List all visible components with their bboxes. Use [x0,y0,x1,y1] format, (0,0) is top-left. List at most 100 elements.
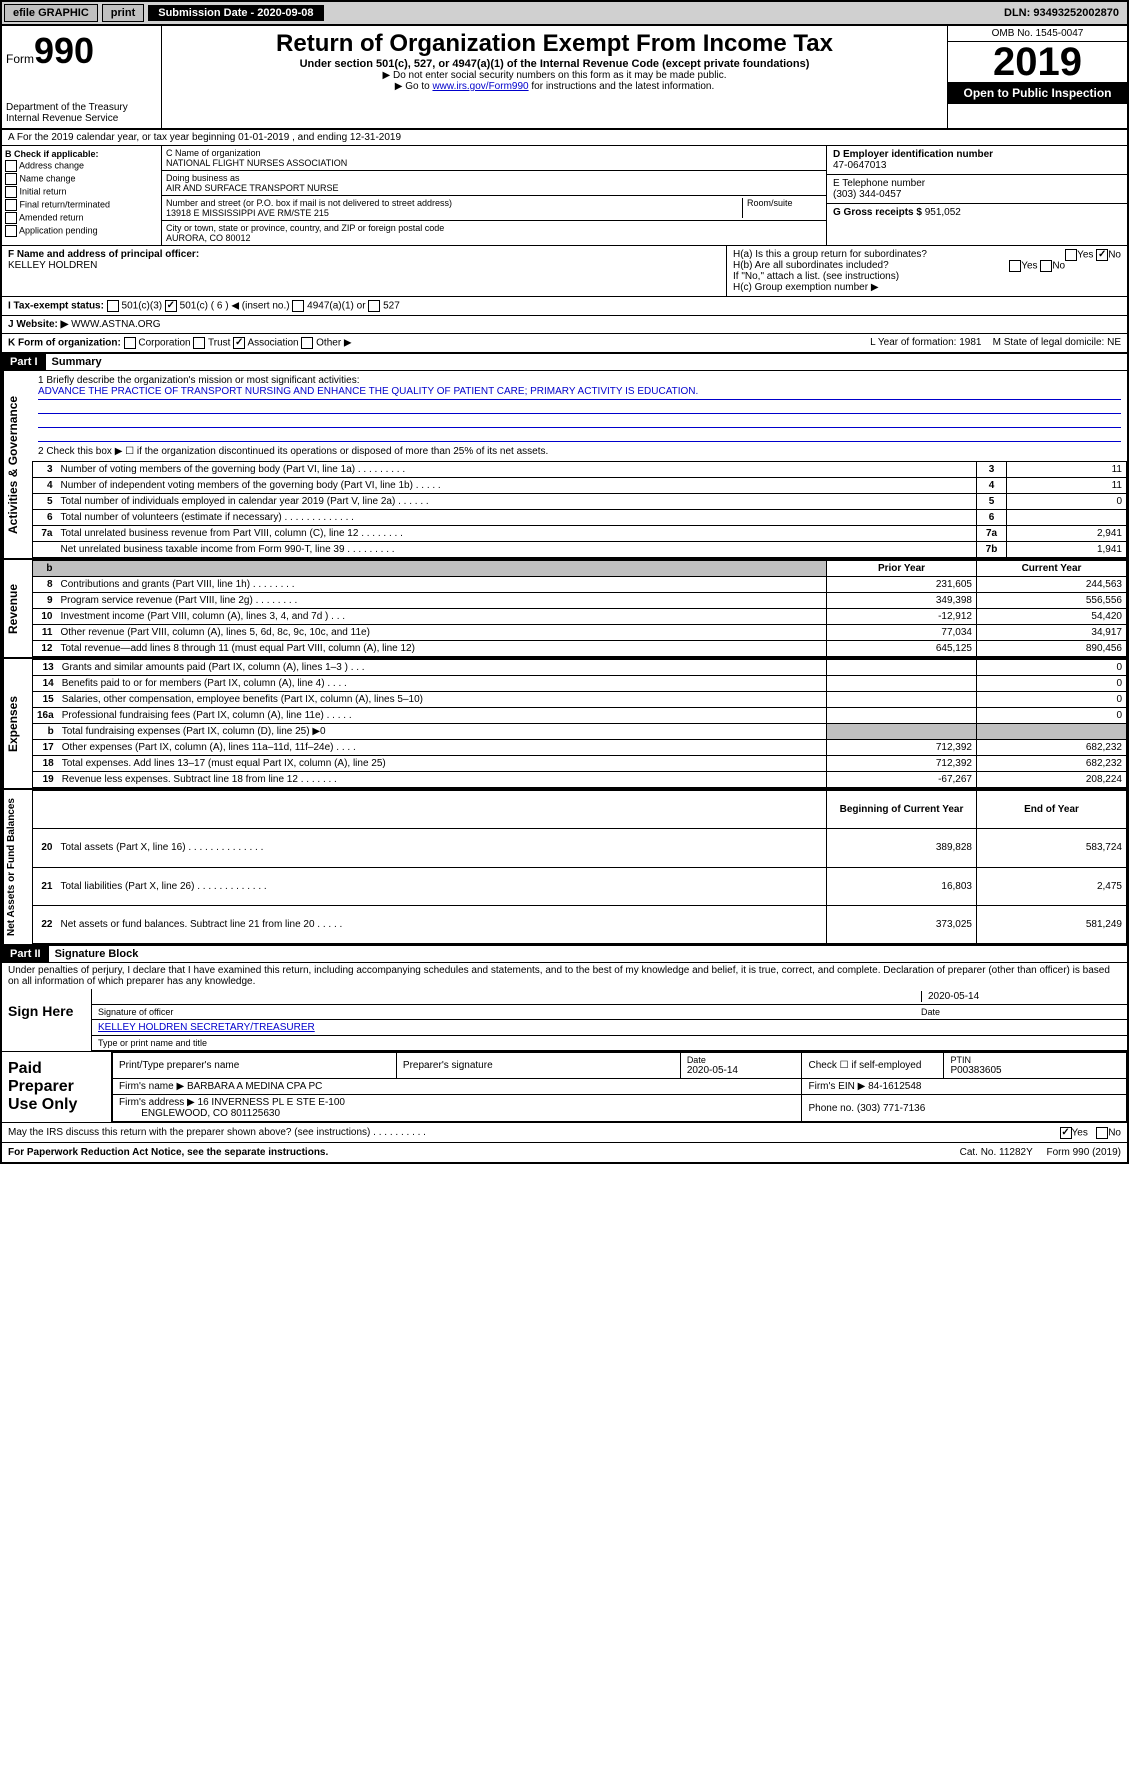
form-number: 990 [34,30,94,71]
officer-sig-name: KELLEY HOLDREN SECRETARY/TREASURER [98,1022,315,1033]
prep-sig-label: Preparer's signature [396,1053,680,1079]
row-h: H(a) Is this a group return for subordin… [727,246,1127,296]
chk-pending[interactable]: Application pending [5,225,158,237]
gross-label: G Gross receipts $ [833,207,922,218]
year-formation: L Year of formation: 1981 [870,337,981,348]
tab-netassets: Net Assets or Fund Balances [2,790,32,944]
governance-table: 3Number of voting members of the governi… [32,461,1127,558]
org-name: NATIONAL FLIGHT NURSES ASSOCIATION [166,158,822,168]
perjury-text: Under penalties of perjury, I declare th… [2,963,1127,989]
website-label: J Website: ▶ [8,319,68,330]
top-bar: efile GRAPHIC print Submission Date - 20… [2,2,1127,26]
ha-label: H(a) Is this a group return for subordin… [733,249,927,260]
print-button[interactable]: print [102,4,144,22]
note-ssn: ▶ Do not enter social security numbers o… [166,70,943,81]
col-c-org: C Name of organizationNATIONAL FLIGHT NU… [162,146,827,245]
row-j: J Website: ▶ WWW.ASTNA.ORG [2,316,1127,334]
opt-501c3: 501(c)(3) [122,301,163,312]
tax-year: 2019 [948,42,1127,82]
sign-here-label: Sign Here [2,989,92,1051]
submission-date: Submission Date - 2020-09-08 [148,5,323,21]
chk-final[interactable]: Final return/terminated [5,199,158,211]
firm-phone-label: Phone no. [808,1103,854,1114]
sig-date: 2020-05-14 [928,991,979,1002]
part1-title: Summary [46,354,108,370]
opt-corp: Corporation [138,338,190,349]
opt-trust: Trust [208,338,230,349]
header-right: OMB No. 1545-0047 2019 Open to Public In… [947,26,1127,128]
col-d: D Employer identification number47-06470… [827,146,1127,245]
row-i: I Tax-exempt status: 501(c)(3) 501(c) ( … [2,297,1127,316]
firm-name-label: Firm's name ▶ [119,1081,184,1092]
opt-other: Other ▶ [316,338,351,349]
hb-note: If "No," attach a list. (see instruction… [733,271,1121,282]
gross-value: 951,052 [925,207,961,218]
discuss-yes: Yes [1072,1128,1088,1139]
irs-link[interactable]: www.irs.gov/Form990 [432,81,528,92]
line2-label: 2 Check this box ▶ ☐ if the organization… [38,446,1121,457]
discuss-row: May the IRS discuss this return with the… [2,1122,1127,1142]
phone-value: (303) 344-0457 [833,189,1121,200]
dba-value: AIR AND SURFACE TRANSPORT NURSE [166,183,822,193]
netassets-table: Beginning of Current YearEnd of Year20To… [32,790,1127,944]
mission-text: ADVANCE THE PRACTICE OF TRANSPORT NURSIN… [38,386,1121,400]
chk-initial[interactable]: Initial return [5,186,158,198]
cat-no: Cat. No. 11282Y [960,1147,1033,1158]
tax-status-label: I Tax-exempt status: [8,301,104,312]
col-b-checkboxes: B Check if applicable: Address change Na… [2,146,162,245]
website-value: WWW.ASTNA.ORG [71,319,160,330]
firm-phone: (303) 771-7136 [857,1103,925,1114]
firm-addr: 16 INVERNESS PL E STE E-100 [198,1097,345,1108]
chk-amended[interactable]: Amended return [5,212,158,224]
date-label: Date [921,1007,1121,1017]
tab-revenue: Revenue [2,560,32,657]
room-label: Room/suite [742,198,822,218]
state-domicile: M State of legal domicile: NE [993,337,1121,348]
city-label: City or town, state or province, country… [166,223,822,233]
dba-label: Doing business as [166,173,822,183]
ptin-value: P00383605 [950,1065,1001,1076]
revenue-table: bPrior YearCurrent Year8Contributions an… [32,560,1127,657]
hc-label: H(c) Group exemption number ▶ [733,282,1121,293]
ptin-label: PTIN [950,1055,1120,1065]
expenses-table: 13Grants and similar amounts paid (Part … [32,659,1127,788]
type-name-label: Type or print name and title [92,1036,1127,1051]
paid-preparer-table: Print/Type preparer's name Preparer's si… [112,1052,1127,1122]
opt-assoc: Association [247,338,298,349]
form-subtitle: Under section 501(c), 527, or 4947(a)(1)… [166,58,943,70]
note2-post: for instructions and the latest informat… [529,81,715,92]
row-k: K Form of organization: Corporation Trus… [2,334,1127,354]
note2-pre: ▶ Go to [395,81,433,92]
chk-address[interactable]: Address change [5,160,158,172]
tab-expenses: Expenses [2,659,32,788]
ein-label: D Employer identification number [833,149,1121,160]
mission-block: 1 Briefly describe the organization's mi… [32,371,1127,461]
open-inspection: Open to Public Inspection [948,82,1127,104]
line1-label: 1 Briefly describe the organization's mi… [38,375,1121,386]
part2-hdr: Part II [2,946,49,962]
hb-label: H(b) Are all subordinates included? [733,260,889,271]
opt-527: 527 [383,301,400,312]
prep-date: 2020-05-14 [687,1065,738,1076]
firm-addr-label: Firm's address ▶ [119,1097,195,1108]
tab-governance: Activities & Governance [2,371,32,558]
part1-hdr: Part I [2,354,46,370]
dept-label: Department of the Treasury Internal Reve… [6,102,157,124]
row-a-period: A For the 2019 calendar year, or tax yea… [2,130,1127,146]
dln-label: DLN: 93493252002870 [1004,7,1125,19]
firm-ein: 84-1612548 [868,1081,921,1092]
opt-501c: 501(c) ( 6 ) ◀ (insert no.) [180,301,290,312]
ein-value: 47-0647013 [833,160,1121,171]
chk-name[interactable]: Name change [5,173,158,185]
colb-label: B Check if applicable: [5,149,158,159]
row-f: F Name and address of principal officer:… [2,246,727,296]
efile-label: efile GRAPHIC [4,4,98,22]
officer-name: KELLEY HOLDREN [8,260,720,271]
header-left: Form990 Department of the Treasury Inter… [2,26,162,128]
form-org-label: K Form of organization: [8,338,121,349]
street-label: Number and street (or P.O. box if mail i… [166,198,742,208]
form-word: Form [6,52,34,66]
form-footer: Form 990 (2019) [1047,1147,1121,1158]
city-value: AURORA, CO 80012 [166,233,822,243]
form-title: Return of Organization Exempt From Incom… [166,30,943,58]
